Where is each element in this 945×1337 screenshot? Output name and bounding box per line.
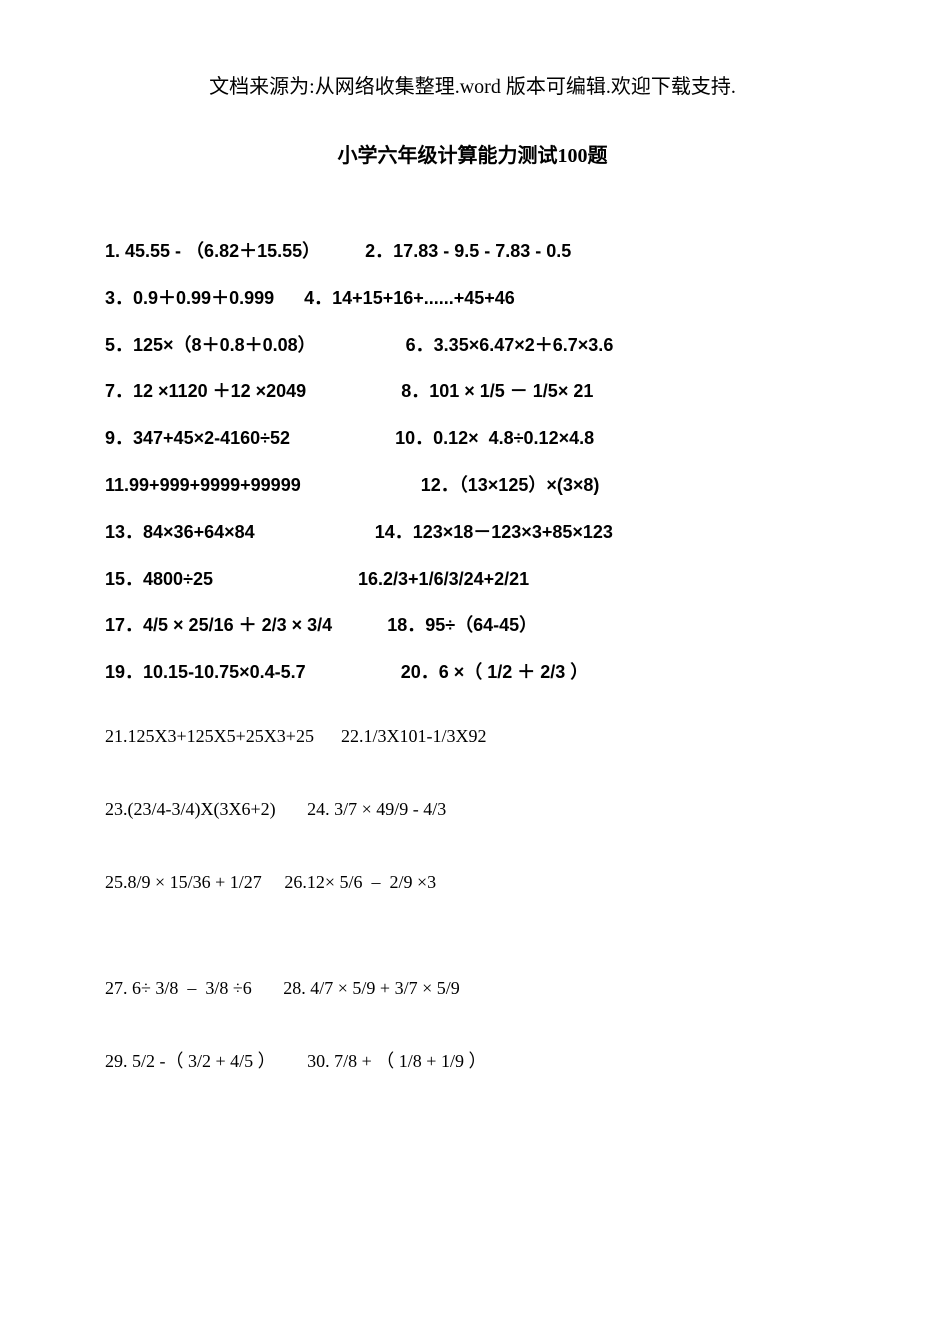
gap xyxy=(316,322,406,369)
question-item: 18．95÷（64-45） xyxy=(387,602,537,649)
gap xyxy=(306,649,401,696)
question-item: 14．123×18－123×3+85×123 xyxy=(375,509,613,556)
question-item: 29. 5/2 -（ 3/2 + 4/5 ） xyxy=(105,1049,276,1074)
question-item: 21.125X3+125X5+25X3+25 xyxy=(105,724,314,749)
question-item: 12．（13×125）×(3×8) xyxy=(421,462,600,509)
title-prefix: 小学六年级计算能力测试 xyxy=(338,145,558,167)
question-item: 4．14+15+16+......+45+46 xyxy=(304,275,515,322)
gap xyxy=(314,724,341,749)
question-row: 17．4/5 × 25/16 ＋ 2/3 × 3/4 18．95÷（64-45） xyxy=(105,602,840,649)
question-item: 17．4/5 × 25/16 ＋ 2/3 × 3/4 xyxy=(105,602,332,649)
gap xyxy=(332,602,387,649)
question-row: 27. 6÷ 3/8 – 3/8 ÷6 28. 4/7 × 5/9 + 3/7 … xyxy=(105,976,840,1001)
gap xyxy=(274,275,304,322)
question-item: 8．101 × 1/5 － 1/5× 21 xyxy=(401,368,593,415)
title-suffix: 题 xyxy=(588,145,608,167)
document-title: 小学六年级计算能力测试100题 xyxy=(105,139,840,168)
question-item: 13．84×36+64×84 xyxy=(105,509,255,556)
gap xyxy=(290,415,395,462)
question-row: 21.125X3+125X5+25X3+25 22.1/3X101-1/3X92 xyxy=(105,724,840,749)
question-item: 6．3.35×6.47×2＋6.7×3.6 xyxy=(406,322,614,369)
question-row: 9．347+45×2-4160÷52 10．0.12× 4.8÷0.12×4.8 xyxy=(105,415,840,462)
gap xyxy=(276,797,308,822)
questions-block-normal: 21.125X3+125X5+25X3+25 22.1/3X101-1/3X92… xyxy=(105,724,840,1074)
question-row: 11.99+999+9999+99999 12．（13×125）×(3×8) xyxy=(105,462,840,509)
gap xyxy=(301,462,421,509)
gap xyxy=(255,509,375,556)
question-row: 29. 5/2 -（ 3/2 + 4/5 ） 30. 7/8 + （ 1/8 +… xyxy=(105,1049,840,1074)
question-row: 1. 45.55 - （6.82＋15.55） 2．17.83 - 9.5 - … xyxy=(105,228,840,275)
question-item: 24. 3/7 × 49/9 - 4/3 xyxy=(307,797,446,822)
gap xyxy=(276,1049,308,1074)
question-row: 15．4800÷25 16.2/3+1/6/3/24+2/21 xyxy=(105,556,840,603)
question-item: 1. 45.55 - （6.82＋15.55） xyxy=(105,228,320,275)
questions-block-bold: 1. 45.55 - （6.82＋15.55） 2．17.83 - 9.5 - … xyxy=(105,228,840,696)
question-row: 13．84×36+64×84 14．123×18－123×3+85×123 xyxy=(105,509,840,556)
question-row: 19．10.15-10.75×0.4-5.7 20．6 ×（ 1/2 ＋ 2/3… xyxy=(105,649,840,696)
question-row: 5．125×（8＋0.8＋0.08） 6．3.35×6.47×2＋6.7×3.6 xyxy=(105,322,840,369)
question-item: 20．6 ×（ 1/2 ＋ 2/3 ） xyxy=(401,649,589,696)
question-item: 25.8/9 × 15/36 + 1/27 xyxy=(105,870,262,895)
question-item: 2．17.83 - 9.5 - 7.83 - 0.5 xyxy=(365,228,571,275)
question-row: 23.(23/4-3/4)X(3X6+2) 24. 3/7 × 49/9 - 4… xyxy=(105,797,840,822)
question-item: 26.12× 5/6 – 2/9 ×3 xyxy=(284,870,436,895)
question-item: 27. 6÷ 3/8 – 3/8 ÷6 xyxy=(105,976,252,1001)
question-row: 3．0.9＋0.99＋0.999 4．14+15+16+......+45+46 xyxy=(105,275,840,322)
source-attribution: 文档来源为:从网络收集整理.word 版本可编辑.欢迎下载支持. xyxy=(105,70,840,99)
question-item: 16.2/3+1/6/3/24+2/21 xyxy=(358,556,529,603)
question-item: 28. 4/7 × 5/9 + 3/7 × 5/9 xyxy=(283,976,459,1001)
question-item: 7．12 ×1120 ＋12 ×2049 xyxy=(105,368,306,415)
gap xyxy=(213,556,358,603)
question-item: 5．125×（8＋0.8＋0.08） xyxy=(105,322,316,369)
question-item: 19．10.15-10.75×0.4-5.7 xyxy=(105,649,306,696)
question-row: 7．12 ×1120 ＋12 ×2049 8．101 × 1/5 － 1/5× … xyxy=(105,368,840,415)
question-item: 22.1/3X101-1/3X92 xyxy=(341,724,487,749)
question-row: 25.8/9 × 15/36 + 1/27 26.12× 5/6 – 2/9 ×… xyxy=(105,870,840,895)
question-item: 10．0.12× 4.8÷0.12×4.8 xyxy=(395,415,594,462)
question-item: 15．4800÷25 xyxy=(105,556,213,603)
question-item: 30. 7/8 + （ 1/8 + 1/9 ） xyxy=(307,1049,486,1074)
title-number: 100 xyxy=(558,145,588,167)
gap xyxy=(252,976,284,1001)
question-item: 9．347+45×2-4160÷52 xyxy=(105,415,290,462)
question-item: 3．0.9＋0.99＋0.999 xyxy=(105,275,274,322)
question-item: 23.(23/4-3/4)X(3X6+2) xyxy=(105,797,276,822)
document-page: 文档来源为:从网络收集整理.word 版本可编辑.欢迎下载支持. 小学六年级计算… xyxy=(0,0,945,1074)
question-item: 11.99+999+9999+99999 xyxy=(105,462,301,509)
gap xyxy=(262,870,285,895)
gap xyxy=(320,228,365,275)
gap xyxy=(306,368,401,415)
